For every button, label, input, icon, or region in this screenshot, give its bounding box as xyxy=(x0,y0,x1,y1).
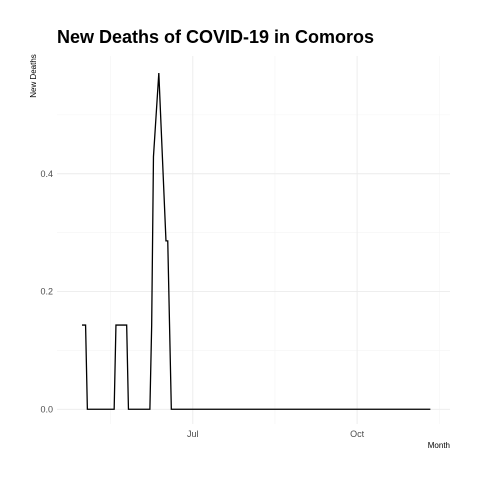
y-tick-label: 0.4 xyxy=(40,169,53,179)
x-tick-label: Oct xyxy=(350,429,365,439)
y-tick-label: 0.2 xyxy=(40,287,53,297)
x-axis-ticks: Jul Oct xyxy=(187,429,365,439)
y-axis-ticks: 0.0 0.2 0.4 xyxy=(40,169,53,415)
series-group xyxy=(82,73,431,410)
chart-title: New Deaths of COVID-19 in Comoros xyxy=(57,27,374,47)
x-axis-label: Month xyxy=(428,441,450,450)
y-axis-label: New Deaths xyxy=(29,54,38,98)
x-tick-label: Jul xyxy=(187,429,199,439)
grid xyxy=(57,56,450,424)
y-tick-label: 0.0 xyxy=(40,404,53,414)
series-line xyxy=(82,73,431,410)
